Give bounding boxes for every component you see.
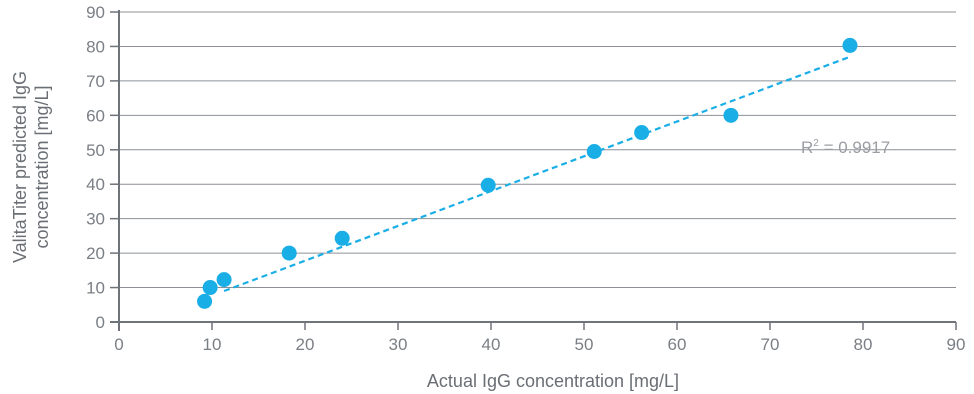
x-tick-label-20: 20 xyxy=(296,335,315,354)
r-squared-exponent: 2 xyxy=(813,138,819,149)
data-point-3 xyxy=(216,272,232,288)
y-axis-ticks: 0 10 20 30 40 50 60 70 80 90 xyxy=(86,3,119,332)
y-tick-label-90: 90 xyxy=(86,3,105,22)
x-axis-ticks: 0 10 20 30 40 50 60 70 80 90 xyxy=(114,322,965,354)
data-point-10 xyxy=(842,37,858,53)
data-point-8 xyxy=(634,125,650,141)
data-point-2 xyxy=(202,280,218,296)
r-squared-label: R2 = 0.9917 xyxy=(801,138,890,157)
x-tick-label-60: 60 xyxy=(668,335,687,354)
r-squared-base: R xyxy=(801,138,813,157)
y-axis-title-line-1: ValitaTiter predicted IgG xyxy=(10,71,30,263)
data-points xyxy=(197,37,858,309)
x-tick-label-70: 70 xyxy=(761,335,780,354)
y-axis-title-line-2: concentration [mg/L] xyxy=(32,85,52,248)
y-tick-label-20: 20 xyxy=(86,244,105,263)
x-tick-label-40: 40 xyxy=(482,335,501,354)
x-tick-label-0: 0 xyxy=(114,335,123,354)
r-squared-value: = 0.9917 xyxy=(819,138,890,157)
y-tick-label-10: 10 xyxy=(86,279,105,298)
y-tick-label-30: 30 xyxy=(86,210,105,229)
x-tick-label-80: 80 xyxy=(854,335,873,354)
x-tick-label-30: 30 xyxy=(389,335,408,354)
data-point-1 xyxy=(197,293,213,309)
y-tick-label-70: 70 xyxy=(86,72,105,91)
trendline xyxy=(223,55,851,293)
y-tick-label-60: 60 xyxy=(86,106,105,125)
y-tick-label-80: 80 xyxy=(86,37,105,56)
gridlines xyxy=(119,11,956,289)
x-tick-label-50: 50 xyxy=(575,335,594,354)
y-tick-label-0: 0 xyxy=(96,313,105,332)
y-tick-label-50: 50 xyxy=(86,141,105,160)
x-axis-title: Actual IgG concentration [mg/L] xyxy=(427,371,679,391)
x-tick-label-10: 10 xyxy=(203,335,222,354)
data-point-9 xyxy=(723,107,739,123)
data-point-4 xyxy=(281,245,297,261)
y-tick-label-40: 40 xyxy=(86,175,105,194)
data-point-5 xyxy=(334,230,350,246)
data-point-6 xyxy=(480,177,496,193)
data-point-7 xyxy=(586,144,602,159)
x-tick-label-90: 90 xyxy=(947,335,966,354)
